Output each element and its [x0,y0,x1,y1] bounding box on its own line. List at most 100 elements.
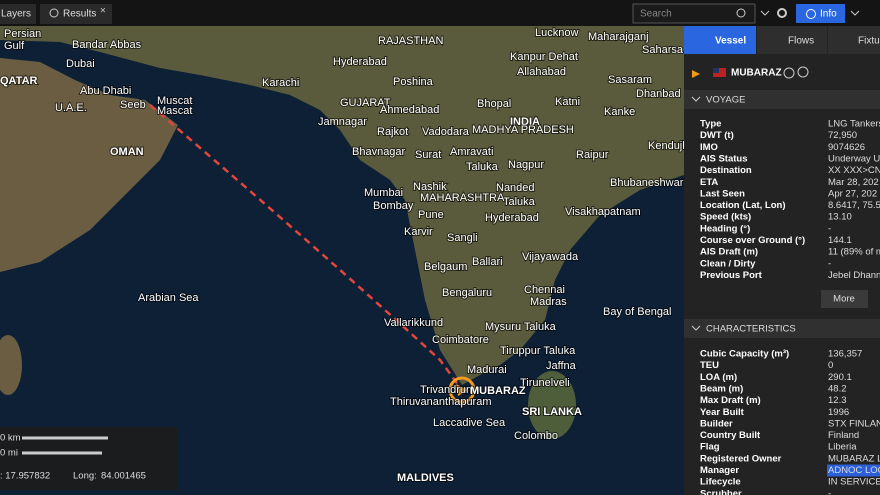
section-title[interactable]: CHARACTERISTICS [706,324,796,335]
info-button[interactable] [796,4,845,23]
map-label: Nashik [413,181,447,193]
tab[interactable] [757,26,827,54]
field-value: - [828,258,831,269]
map-label: Karvir [404,226,433,238]
tab-label[interactable]: Layers [1,9,31,20]
map-label: Gulf [4,40,25,52]
map-label: Thiruvananthapuram [390,396,492,408]
search-icon [49,8,59,18]
flag [713,68,719,73]
field-label: Beam (m) [700,383,743,394]
map-label: MALDIVES [397,472,454,484]
field-label: AIS Draft (m) [700,247,758,258]
map-label: RAJASTHAN [378,35,443,47]
lat: : 17.957832 [0,471,50,482]
dropdown[interactable] [760,10,770,16]
tab[interactable] [40,4,112,24]
map-label: Ballari [472,256,503,268]
map-label: OMAN [110,146,144,158]
field-label: Heading (°) [700,223,750,234]
field-label: Previous Port [700,270,763,281]
field-label: Manager [700,465,739,476]
map-label: Surat [415,149,441,161]
info-icon [806,9,816,19]
map-label: Ahmedabad [380,104,439,116]
field-value: 8.6417, 75.5 [828,200,880,211]
close[interactable]: × [100,6,106,17]
tab[interactable] [828,26,880,54]
settings[interactable] [777,8,787,18]
icon[interactable] [783,67,795,79]
map-label: Chennai [524,284,565,296]
land [0,58,178,272]
land [0,26,684,385]
more-button[interactable] [821,290,868,308]
map-label: Bhubaneshwar [610,177,684,189]
map-label: QATAR [0,75,38,87]
map-label: Dhanbad [636,88,681,100]
map-label: Rajkot [377,126,408,138]
map-label: Dubai [66,58,95,70]
long-label: Long: [73,471,97,482]
field-label: Speed (kts) [700,212,751,223]
field-label: Builder [700,418,733,429]
field-label: IMO [700,142,718,153]
map-label: Jaffna [546,360,577,372]
map-label: Tirunelveli [520,377,570,389]
field-value: XX XXX>CN [828,165,880,176]
panel-tab[interactable]: Vessel [715,36,746,47]
map-label: Muscat [157,95,192,107]
map-label: Mumbai [364,187,403,199]
tab[interactable] [0,4,36,24]
tab-active[interactable] [684,26,756,54]
section-header[interactable] [684,319,880,338]
map-label: Raipur [576,149,609,161]
map-label: MAHARASHTRA [420,192,505,204]
search-icon[interactable] [736,8,746,18]
field-value: LNG Tankers [828,119,880,130]
map-label: Pune [418,209,444,221]
map-label: Kanke [604,106,635,118]
map-label: Maharajganj [588,31,649,43]
search-icon[interactable] [797,66,809,78]
map-label: Kanpur Dehat [510,51,578,63]
field-value: 290.1 [828,372,852,383]
panel-tab[interactable]: Fixtu [858,36,880,47]
section-title[interactable]: VOYAGE [706,95,745,106]
map-label: Taluka [503,196,536,208]
dropdown[interactable] [850,10,860,16]
field-label: Clean / Dirty [700,258,756,269]
field-value: Underway U [828,153,880,164]
vessel-marker[interactable] [448,376,476,404]
field-label: ETA [700,177,718,188]
field-label: Type [700,119,721,130]
field-label: Max Draft (m) [700,395,761,406]
map-label: Sasaram [608,74,652,86]
map-label: Madurai [467,364,507,376]
field-value: Jebel Dhann [828,270,880,281]
field-label: LOA (m) [700,372,737,383]
map-label: Laccadive Sea [433,417,506,429]
vessel-icon[interactable] [456,384,468,396]
land [528,371,576,439]
map-label: Vijayawada [522,251,579,263]
map-label: Lucknow [535,27,578,39]
section-header[interactable] [684,90,880,109]
map-label: Coimbatore [432,334,489,346]
scale-label: 0 mi [0,448,18,459]
field-label: Last Seen [700,188,745,199]
more-label[interactable]: More [833,294,855,305]
field-value: MUBARAZ L [828,453,880,464]
map-label: Karachi [262,77,299,89]
map-label: Seeb [120,99,146,111]
chevron [691,96,701,102]
info-label[interactable]: Info [820,9,837,20]
map-label: Bhavnagar [352,146,406,158]
route [149,104,464,391]
field-value: 9074626 [828,142,865,153]
field-value: - [828,223,831,234]
tab-label[interactable]: Results [63,9,96,20]
panel-tab[interactable]: Flows [788,36,814,47]
search-box[interactable] [632,3,756,24]
